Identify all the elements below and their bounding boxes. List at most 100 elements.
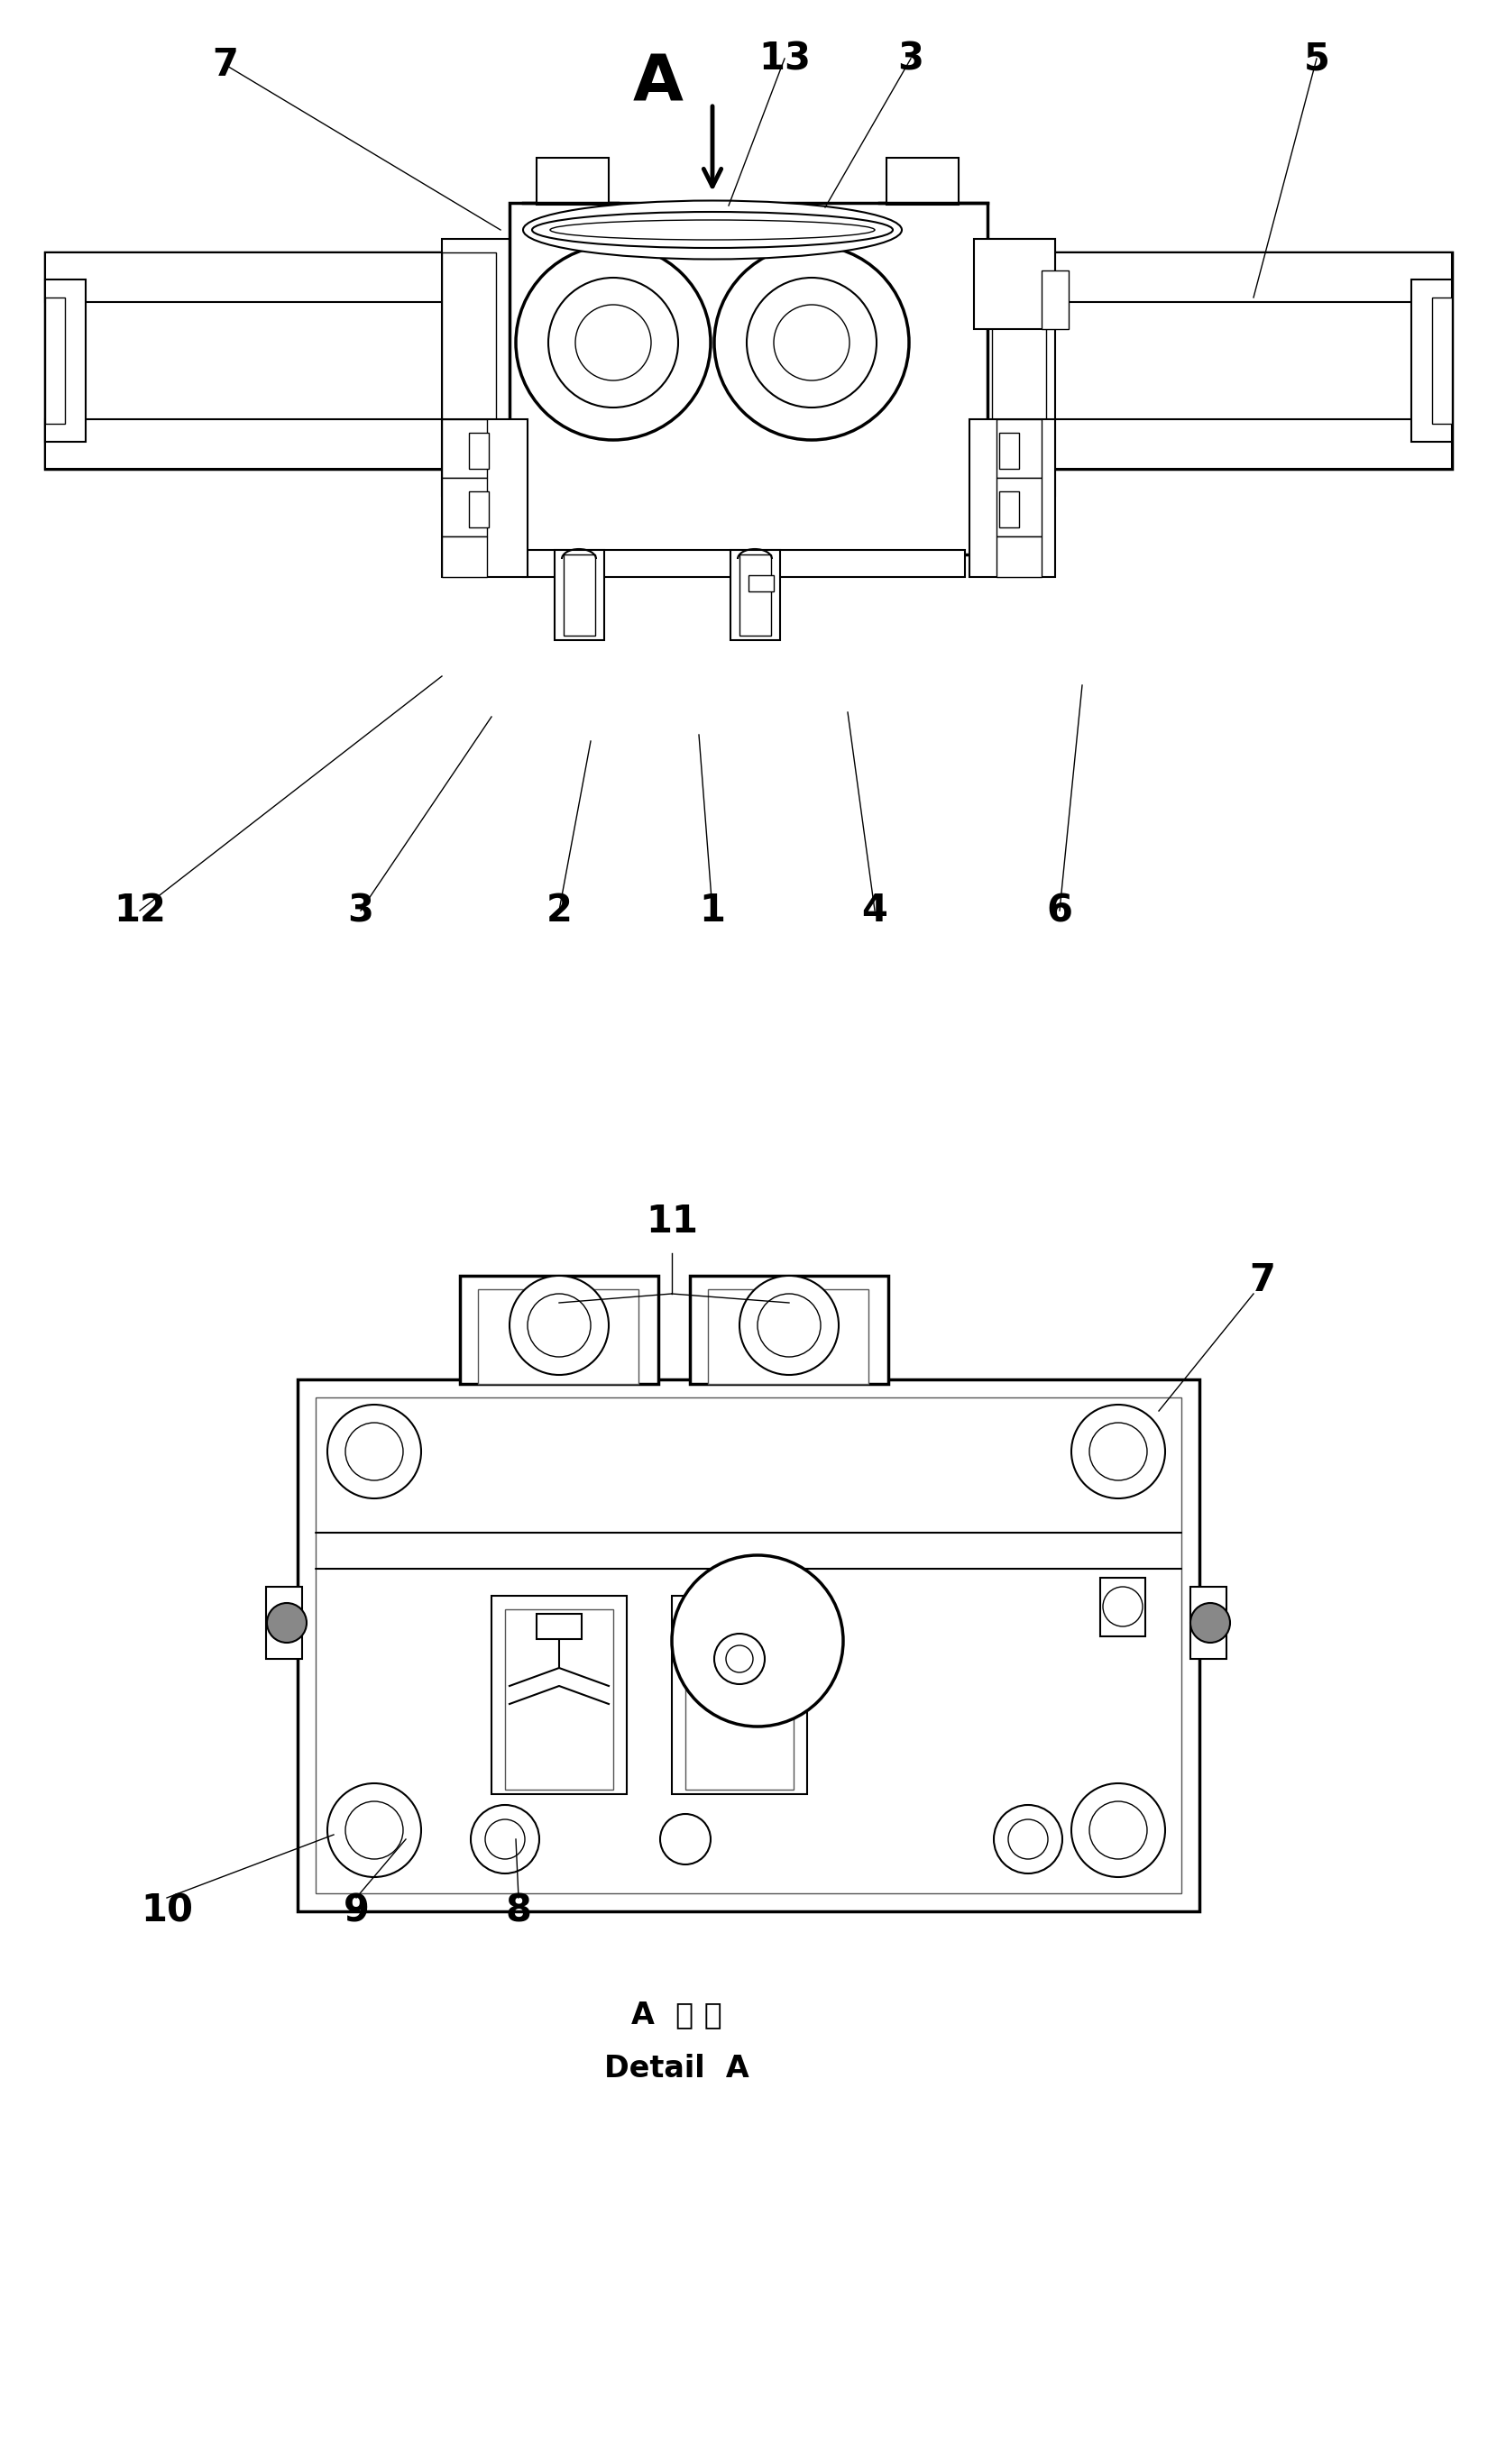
Bar [504, 1609, 614, 1789]
Bar [1100, 1577, 1145, 1636]
Circle shape [485, 1818, 525, 1858]
Bar [460, 1276, 659, 1385]
Bar [554, 549, 605, 641]
Bar [1190, 1587, 1226, 1658]
Circle shape [726, 1646, 753, 1673]
Bar [975, 239, 1055, 495]
Bar [442, 251, 496, 468]
Circle shape [1190, 1604, 1231, 1643]
Text: 3: 3 [898, 39, 924, 76]
Bar [442, 239, 522, 495]
Bar [886, 158, 958, 205]
Bar [442, 419, 487, 478]
Bar [45, 251, 487, 468]
Bar [997, 478, 1042, 537]
Bar [993, 251, 1046, 468]
Bar [975, 239, 1055, 330]
Ellipse shape [522, 200, 901, 259]
Bar [998, 434, 1019, 468]
Text: A  詳 細: A 詳 細 [630, 2001, 722, 2030]
Bar [998, 490, 1019, 527]
Bar [731, 549, 780, 641]
Bar [1433, 298, 1452, 424]
Text: 7: 7 [213, 47, 238, 84]
Text: 13: 13 [759, 39, 811, 76]
Circle shape [1090, 1422, 1147, 1481]
Circle shape [747, 278, 877, 407]
Text: 8: 8 [506, 1892, 531, 1929]
Text: 9: 9 [343, 1892, 370, 1929]
Text: 6: 6 [1046, 892, 1073, 929]
Circle shape [1007, 1818, 1048, 1858]
Text: 5: 5 [1304, 39, 1329, 76]
Bar [478, 1289, 639, 1385]
Circle shape [714, 1634, 765, 1683]
Bar [45, 298, 64, 424]
Bar [522, 549, 966, 577]
Circle shape [660, 1814, 711, 1865]
Circle shape [548, 278, 678, 407]
Bar [997, 419, 1042, 478]
Circle shape [740, 1276, 838, 1375]
Bar [717, 1614, 762, 1639]
Text: 3: 3 [347, 892, 374, 929]
Circle shape [774, 306, 849, 379]
Text: Detail  A: Detail A [603, 2055, 748, 2085]
Bar [690, 1276, 888, 1385]
Ellipse shape [531, 212, 892, 249]
Bar [536, 1614, 582, 1639]
Bar [1412, 278, 1452, 441]
Bar [298, 1380, 1199, 1912]
Circle shape [575, 306, 651, 379]
Bar [469, 434, 490, 468]
Text: 7: 7 [1250, 1262, 1275, 1299]
Bar [442, 419, 527, 577]
Bar [686, 1609, 793, 1789]
Bar [316, 1397, 1181, 1892]
Text: 1: 1 [699, 892, 726, 929]
Bar [45, 278, 85, 441]
Text: A: A [633, 52, 684, 113]
Bar [442, 478, 487, 537]
Bar [1042, 271, 1069, 330]
Bar [708, 1289, 868, 1385]
Circle shape [1072, 1784, 1165, 1878]
Circle shape [1090, 1801, 1147, 1858]
Circle shape [509, 1276, 609, 1375]
Circle shape [346, 1422, 403, 1481]
Circle shape [328, 1784, 421, 1878]
Bar [1010, 419, 1452, 468]
Text: 2: 2 [546, 892, 572, 929]
Text: 12: 12 [114, 892, 166, 929]
Circle shape [714, 246, 909, 441]
Bar [672, 1597, 807, 1794]
Bar [45, 419, 487, 468]
Bar [45, 251, 487, 303]
Text: 11: 11 [645, 1202, 698, 1239]
Circle shape [1103, 1587, 1142, 1626]
Bar [1010, 251, 1452, 468]
Circle shape [1072, 1404, 1165, 1498]
Text: 10: 10 [141, 1892, 193, 1929]
Circle shape [527, 1294, 591, 1358]
Bar [469, 490, 490, 527]
Circle shape [994, 1806, 1063, 1873]
Bar [442, 537, 487, 577]
Circle shape [328, 1404, 421, 1498]
Circle shape [266, 1604, 307, 1643]
Text: 4: 4 [862, 892, 888, 929]
Bar [997, 537, 1042, 577]
Circle shape [516, 246, 711, 441]
Circle shape [470, 1806, 539, 1873]
Circle shape [757, 1294, 820, 1358]
Ellipse shape [549, 219, 874, 239]
Bar [509, 202, 988, 554]
Bar [970, 419, 1055, 577]
Bar [1010, 251, 1452, 303]
Bar [536, 158, 609, 205]
Bar [564, 554, 596, 636]
Circle shape [346, 1801, 403, 1858]
Bar [748, 574, 774, 591]
Bar [266, 1587, 302, 1658]
Bar [491, 1597, 627, 1794]
